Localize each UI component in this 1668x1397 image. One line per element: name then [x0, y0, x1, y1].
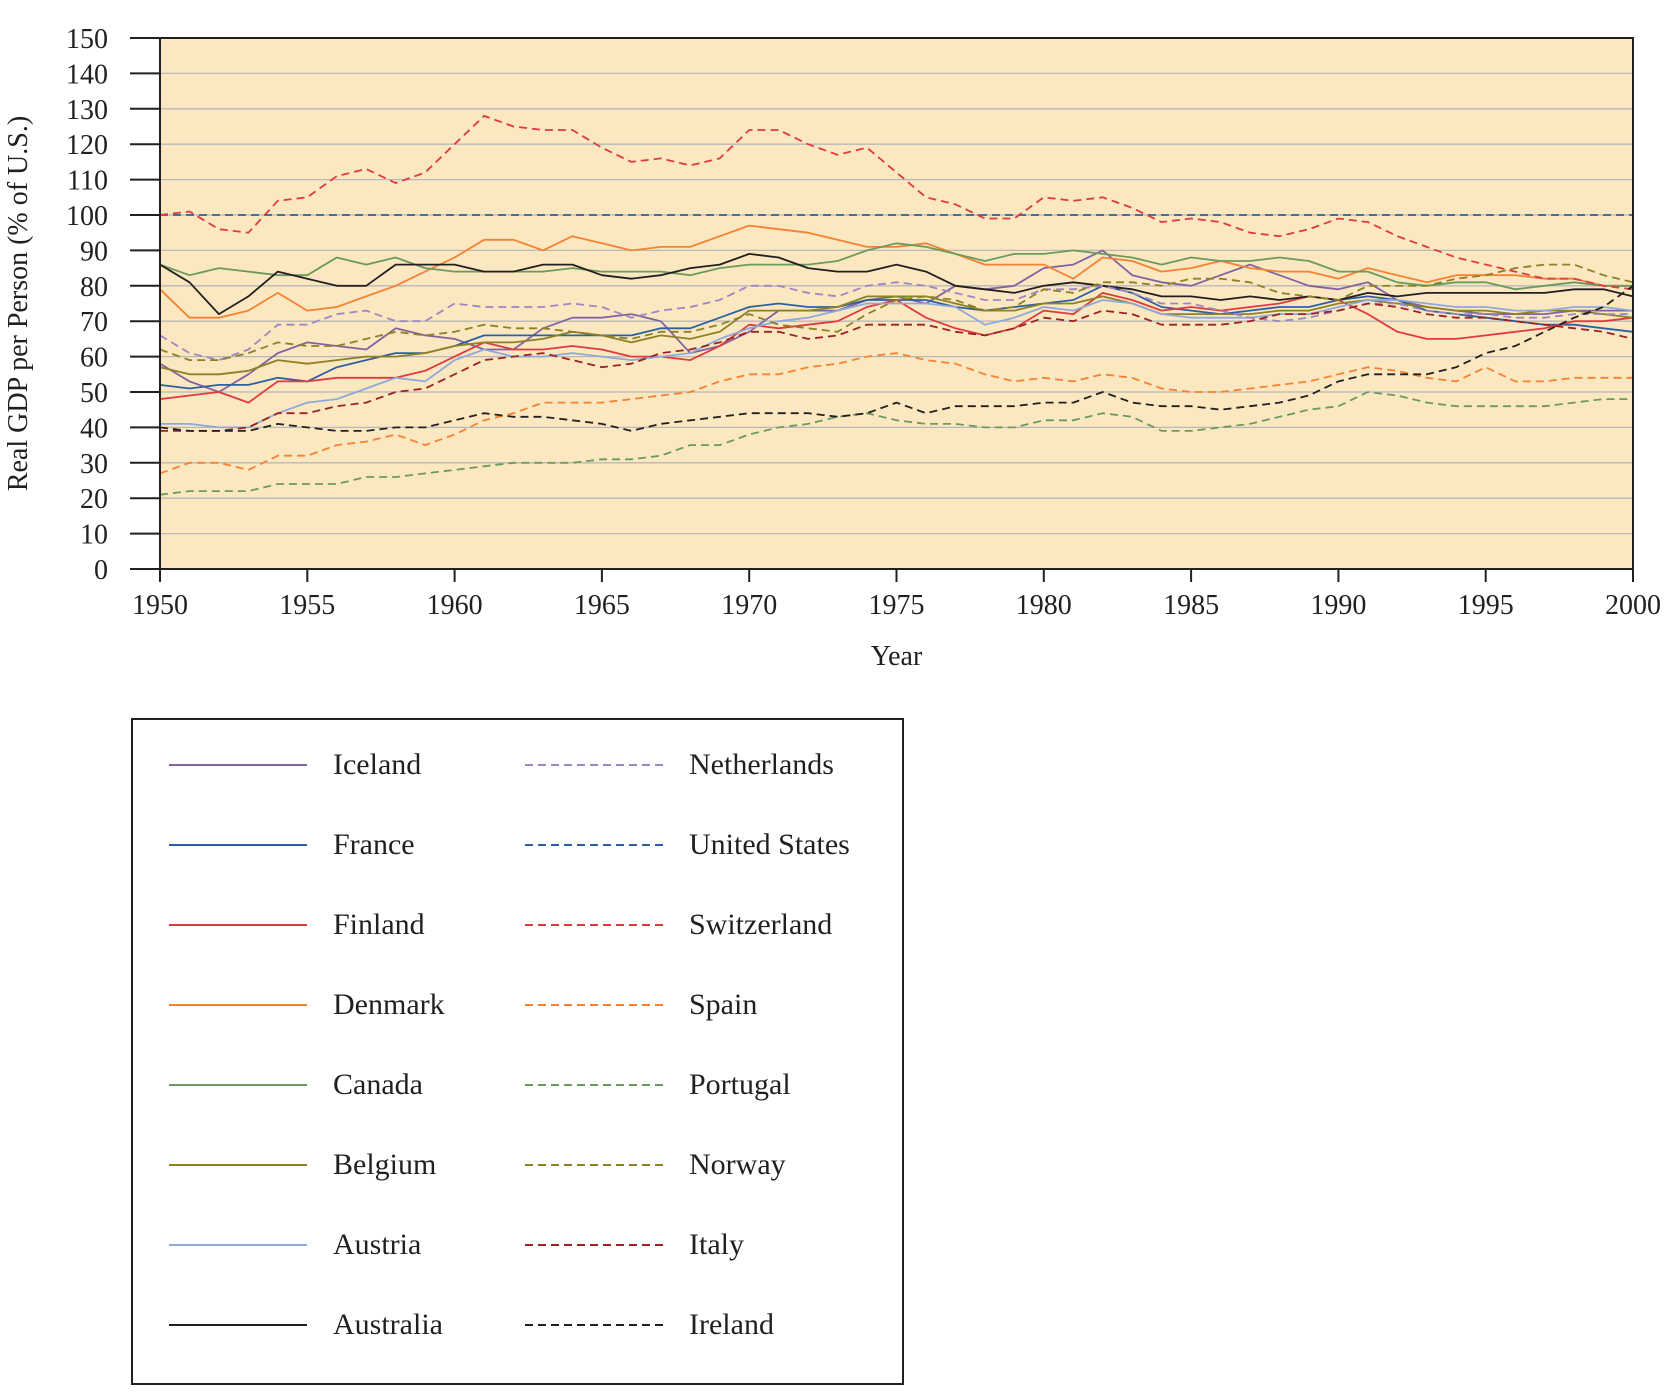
legend-swatch [525, 844, 663, 846]
legend-label: Finland [333, 908, 425, 941]
legend-label: United States [689, 828, 850, 861]
legend-item: Switzerland [525, 905, 832, 945]
x-tick-label: 1985 [1163, 590, 1219, 621]
y-tick-label: 20 [80, 484, 108, 515]
y-tick-label: 60 [80, 343, 108, 374]
legend-swatch [525, 764, 663, 766]
legend-label: Italy [689, 1228, 744, 1261]
legend-label: France [333, 828, 415, 861]
legend-swatch [525, 1244, 663, 1246]
y-tick-label: 120 [66, 130, 108, 161]
legend-label: Iceland [333, 748, 422, 781]
legend-item: France [169, 825, 415, 865]
legend-label: Austria [333, 1228, 422, 1261]
series-group [159, 115, 1634, 496]
x-tick-label: 2000 [1605, 590, 1661, 621]
x-tick-label: 1980 [1016, 590, 1072, 621]
y-tick-label: 40 [80, 413, 108, 444]
legend-swatch [525, 1324, 663, 1326]
legend-swatch [169, 1324, 307, 1326]
legend-label: Belgium [333, 1148, 437, 1181]
x-axis-label: Year [871, 641, 923, 672]
x-tick-label: 1965 [574, 590, 630, 621]
y-tick-label: 80 [80, 272, 108, 303]
legend-swatch [525, 1004, 663, 1006]
y-tick-label: 10 [80, 520, 108, 551]
legend-swatch [169, 924, 307, 926]
y-tick-label: 130 [66, 95, 108, 126]
legend-item: Canada [169, 1065, 423, 1105]
series-line-netherlands [159, 281, 1633, 362]
y-tick-label: 0 [94, 555, 108, 586]
y-tick-label: 110 [67, 166, 108, 197]
legend-item: Italy [525, 1225, 744, 1265]
legend-label: Ireland [689, 1308, 774, 1341]
y-tick-label: 140 [66, 59, 108, 90]
legend-label: Portugal [689, 1068, 791, 1101]
y-tick-label: 30 [80, 449, 108, 480]
legend-item: Norway [525, 1145, 786, 1185]
series-line-denmark [159, 224, 1633, 319]
x-tick-label: 1995 [1458, 590, 1514, 621]
legend-item: Australia [169, 1305, 443, 1345]
series-line-belgium [159, 295, 1634, 376]
legend-swatch [169, 1164, 307, 1166]
line-chart: 0 10 20 30 40 50 60 70 80 90 100 110 120 130 140 150 19… [3, 24, 1661, 672]
legend-item: Denmark [169, 985, 445, 1025]
x-tick-label: 1960 [427, 590, 483, 621]
legend-label: Denmark [333, 988, 445, 1021]
legend-swatch [169, 764, 307, 766]
y-tick-label: 90 [80, 236, 108, 267]
legend-item: Iceland [169, 745, 421, 785]
legend-swatch [169, 844, 307, 846]
legend-swatch [525, 924, 663, 926]
legend-item: Finland [169, 905, 425, 945]
series-line-canada [159, 242, 1633, 291]
legend-swatch [525, 1164, 663, 1166]
legend-label: Canada [333, 1068, 423, 1101]
legend-swatch [169, 1084, 307, 1086]
x-tick-label: 1990 [1310, 590, 1366, 621]
legend-item: United States [525, 825, 850, 865]
legend-swatch [525, 1084, 663, 1086]
legend-label: Netherlands [689, 748, 834, 781]
legend-label: Spain [689, 988, 758, 1021]
y-axis-label: Real GDP per Person (% of U.S.) [3, 116, 34, 491]
legend-swatch [169, 1004, 307, 1006]
y-tick-label: 150 [66, 24, 108, 55]
y-axis-ticks: 0 10 20 30 40 50 60 70 80 90 100 110 120 130 140 150 [66, 24, 160, 586]
legend-item: Spain [525, 985, 757, 1025]
series-line-austria [160, 299, 1634, 429]
x-tick-label: 1955 [279, 590, 335, 621]
series-line-spain [159, 352, 1633, 475]
legend-item: Netherlands [525, 745, 834, 785]
series-line-portugal [159, 391, 1633, 496]
legend-item: Austria [169, 1225, 421, 1265]
legend-label: Australia [333, 1308, 443, 1341]
series-line-ireland [159, 285, 1634, 432]
y-tick-label: 100 [66, 201, 108, 232]
legend-swatch [169, 1244, 307, 1246]
legend-item: Belgium [169, 1145, 436, 1185]
legend: Iceland France Finland Denmark Canada Belgium… [131, 718, 904, 1385]
series-line-australia [159, 252, 1634, 316]
y-tick-label: 50 [80, 378, 108, 409]
legend-label: Norway [689, 1148, 786, 1181]
y-tick-label: 70 [80, 307, 108, 338]
x-axis-ticks: 1950 1955 1960 1965 1970 1975 1980 1985 1990 1995… [132, 569, 1661, 621]
legend-label: Switzerland [689, 908, 833, 941]
x-tick-label: 1950 [132, 590, 188, 621]
series-line-norway [159, 263, 1634, 362]
series-line-italy [160, 302, 1634, 432]
legend-item: Portugal [525, 1065, 791, 1105]
series-line-switzerland [159, 115, 1634, 291]
x-tick-label: 1970 [721, 590, 777, 621]
x-tick-label: 1975 [869, 590, 925, 621]
legend-item: Ireland [525, 1305, 774, 1345]
